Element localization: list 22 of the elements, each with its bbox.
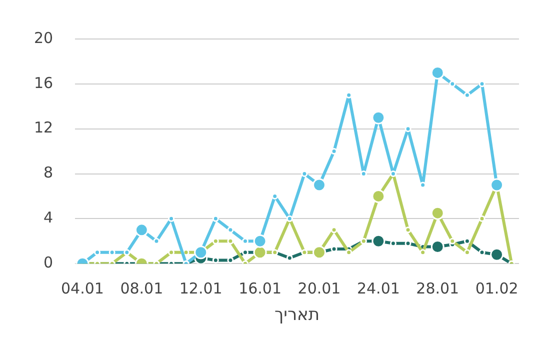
point: [227, 256, 234, 264]
y-tick-label: 4: [44, 208, 54, 227]
point: [227, 226, 234, 234]
x-tick-label: 01.02: [475, 279, 518, 298]
point: [478, 215, 486, 222]
x-tick-label: 04.01: [61, 279, 104, 298]
x-tick-label: 08.01: [120, 279, 164, 298]
y-tick-label: 16: [34, 74, 54, 92]
x-tick-label: 28.01: [416, 279, 460, 298]
y-tick-label: 8: [44, 164, 54, 182]
point: [330, 148, 338, 155]
x-tick-label: 20.01: [298, 279, 341, 298]
y-tick-label: 20: [34, 28, 54, 47]
point: [449, 238, 456, 244]
point: [449, 80, 456, 88]
y-tick-label: 12: [34, 118, 54, 137]
point: [404, 226, 412, 234]
x-tick-label: 12.01: [179, 279, 222, 298]
x-tick-label: 16.01: [238, 279, 282, 298]
y-tick-label: 0: [44, 253, 54, 272]
x-tick-label: 24.01: [356, 279, 400, 298]
x-axis-title: תאריך: [274, 305, 320, 326]
